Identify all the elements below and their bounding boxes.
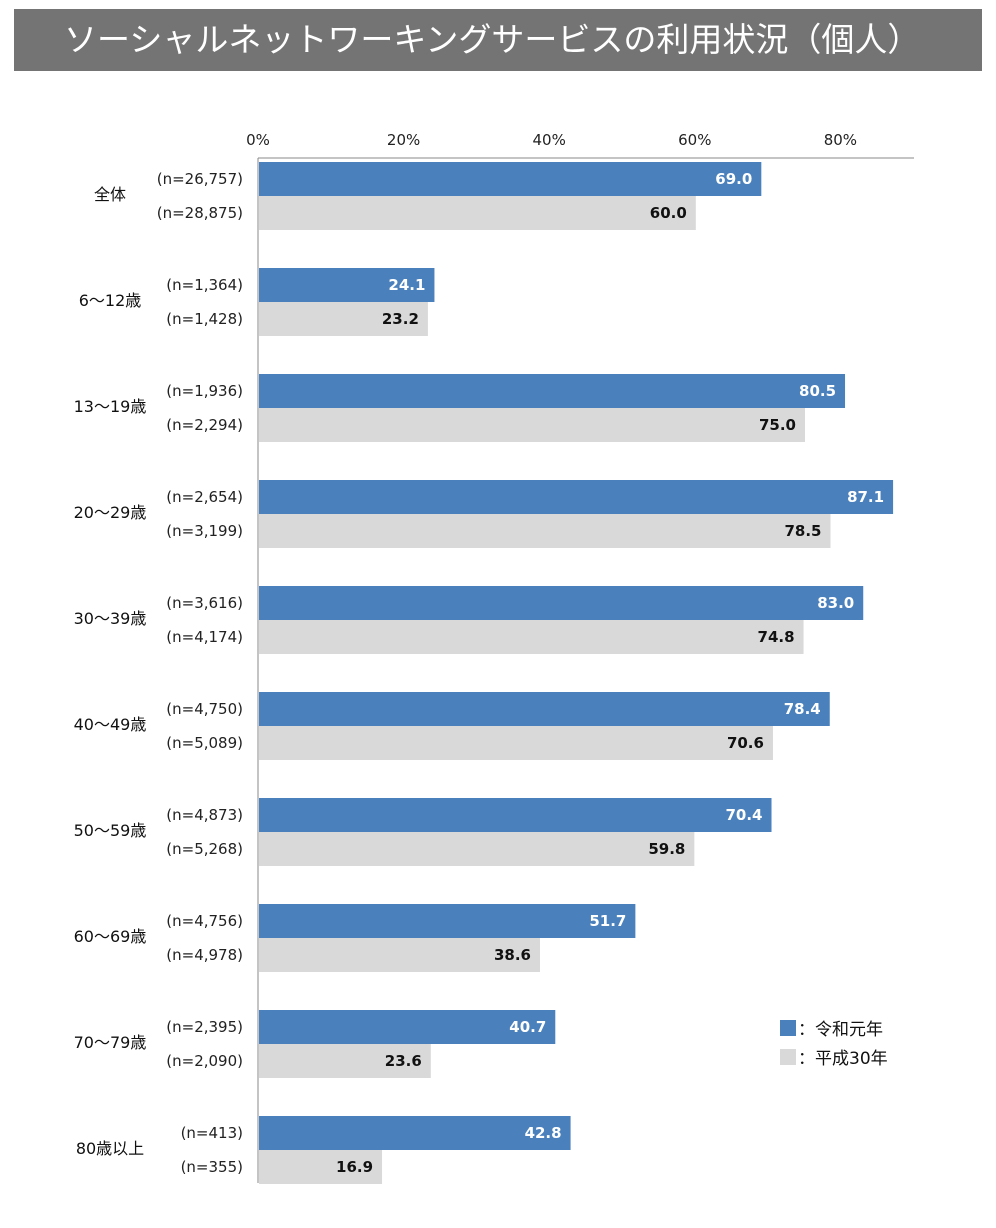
bar (259, 1010, 556, 1044)
sample-size-label: (n=5,268) (166, 840, 243, 858)
bar-value-label: 59.8 (648, 840, 685, 858)
sample-size-label: (n=2,654) (166, 488, 243, 506)
legend-label: ：平成30年 (798, 1049, 888, 1069)
bar (259, 302, 428, 336)
bar-value-label: 23.6 (385, 1052, 422, 1070)
x-tick-label: 60% (678, 131, 711, 149)
bar-value-label: 40.7 (509, 1018, 546, 1036)
bar (259, 1150, 383, 1184)
bar (259, 1116, 571, 1150)
bar (259, 938, 541, 972)
bar-value-label: 51.7 (589, 912, 626, 930)
bar-value-label: 69.0 (715, 170, 752, 188)
sample-size-label: (n=4,174) (166, 628, 243, 646)
category-label: 全体 (94, 185, 126, 204)
category-label: 30～39歳 (74, 609, 147, 628)
x-tick-label: 0% (246, 131, 270, 149)
x-tick-label: 40% (533, 131, 566, 149)
bar (259, 480, 894, 514)
title-bar: ソーシャルネットワーキングサービスの利用状況（個人） (14, 9, 982, 71)
bar (259, 620, 804, 654)
bar-value-label: 83.0 (817, 594, 854, 612)
sample-size-label: (n=413) (181, 1124, 243, 1142)
category-label: 6～12歳 (79, 291, 142, 310)
bar (259, 726, 773, 760)
legend-swatch (780, 1020, 796, 1036)
sample-size-label: (n=1,428) (166, 310, 243, 328)
bar (259, 374, 846, 408)
bar (259, 408, 805, 442)
bar (259, 832, 695, 866)
sample-size-label: (n=3,616) (166, 594, 243, 612)
bar-value-label: 23.2 (382, 310, 419, 328)
bar-value-label: 38.6 (494, 946, 531, 964)
sample-size-label: (n=4,873) (166, 806, 243, 824)
bar (259, 268, 435, 302)
sample-size-label: (n=4,978) (166, 946, 243, 964)
bar (259, 798, 772, 832)
bar-value-label: 78.5 (784, 522, 821, 540)
x-tick-label: 80% (824, 131, 857, 149)
category-label: 20～29歳 (74, 503, 147, 522)
bar (259, 904, 636, 938)
category-label: 60～69歳 (74, 927, 147, 946)
category-label: 40～49歳 (74, 715, 147, 734)
sample-size-label: (n=2,395) (166, 1018, 243, 1036)
bar (259, 692, 830, 726)
sample-size-label: (n=2,294) (166, 416, 243, 434)
bar-value-label: 70.6 (727, 734, 764, 752)
bar (259, 162, 762, 196)
sample-size-label: (n=1,936) (166, 382, 243, 400)
bar-value-label: 87.1 (847, 488, 884, 506)
category-label: 13～19歳 (74, 397, 147, 416)
bar-value-label: 80.5 (799, 382, 836, 400)
sample-size-label: (n=2,090) (166, 1052, 243, 1070)
sample-size-label: (n=5,089) (166, 734, 243, 752)
sample-size-label: (n=4,756) (166, 912, 243, 930)
bar-value-label: 16.9 (336, 1158, 373, 1176)
bar (259, 586, 864, 620)
sample-size-label: (n=26,757) (157, 170, 243, 188)
legend-swatch (780, 1049, 796, 1065)
bar-value-label: 60.0 (650, 204, 687, 222)
bar (259, 514, 831, 548)
category-label: 80歳以上 (76, 1139, 144, 1158)
page-title: ソーシャルネットワーキングサービスの利用状況（個人） (64, 20, 921, 59)
category-label: 50～59歳 (74, 821, 147, 840)
bar-value-label: 70.4 (725, 806, 762, 824)
category-label: 70～79歳 (74, 1033, 147, 1052)
bar-value-label: 74.8 (758, 628, 795, 646)
sample-size-label: (n=355) (181, 1158, 243, 1176)
bar-value-label: 75.0 (759, 416, 796, 434)
sample-size-label: (n=4,750) (166, 700, 243, 718)
bar (259, 196, 696, 230)
bar-value-label: 24.1 (388, 276, 425, 294)
bar (259, 1044, 431, 1078)
sample-size-label: (n=28,875) (157, 204, 243, 222)
bar-value-label: 78.4 (784, 700, 821, 718)
legend-label: ：令和元年 (798, 1020, 883, 1040)
bar-value-label: 42.8 (525, 1124, 562, 1142)
x-tick-label: 20% (387, 131, 420, 149)
sample-size-label: (n=3,199) (166, 522, 243, 540)
sample-size-label: (n=1,364) (166, 276, 243, 294)
